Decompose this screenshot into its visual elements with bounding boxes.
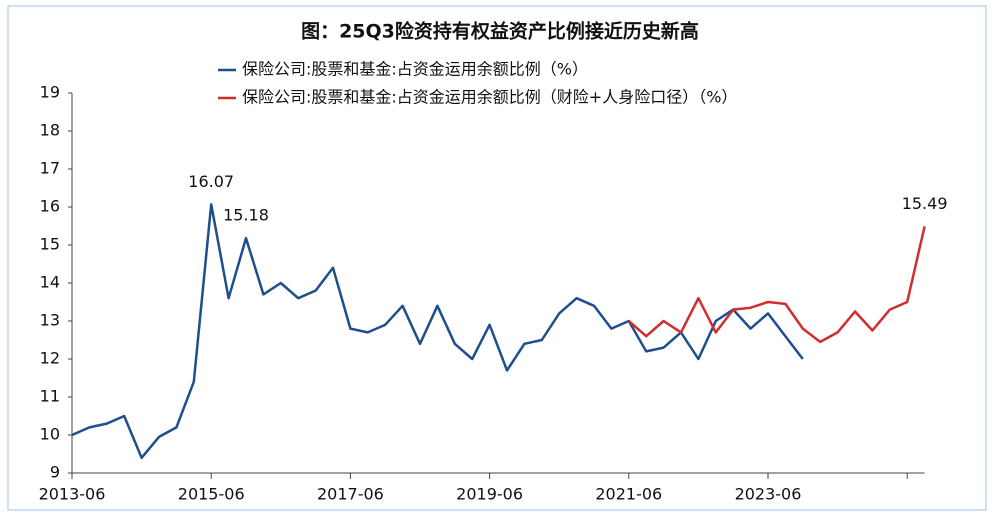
series-line [71, 203, 804, 460]
y-tick-label: 17 [40, 159, 60, 178]
data-label: 15.49 [902, 194, 948, 213]
x-tick-label: 2013-06 [39, 485, 106, 504]
frame [7, 5, 987, 511]
y-tick-label: 16 [40, 197, 60, 216]
y-tick-label: 15 [40, 235, 60, 254]
y-tick-label: 18 [40, 121, 60, 140]
y-tick-label: 11 [40, 387, 60, 406]
legend-label: 保险公司:股票和基金:占资金运用余额比例（%） [242, 60, 588, 79]
chart-title: 图：25Q3险资持有权益资产比例接近历史新高 [301, 20, 699, 43]
x-tick-label: 2021-06 [595, 485, 662, 504]
data-label: 15.18 [223, 206, 269, 225]
y-tick-label: 10 [40, 425, 60, 444]
data-label: 16.07 [188, 172, 234, 191]
y-tick-label: 19 [40, 83, 60, 102]
x-tick-label: 2023-06 [735, 485, 802, 504]
x-tick-label: 2015-06 [178, 485, 245, 504]
x-tick-label: 2017-06 [317, 485, 384, 504]
legend-label: 保险公司:股票和基金:占资金运用余额比例（财险+人身险口径）（%） [242, 88, 737, 107]
y-tick-label: 14 [40, 273, 60, 292]
x-tick-label: 2019-06 [456, 485, 523, 504]
y-tick-label: 9 [50, 463, 60, 482]
y-tick-label: 12 [40, 349, 60, 368]
y-tick-label: 13 [40, 311, 60, 330]
series-line [627, 226, 926, 344]
